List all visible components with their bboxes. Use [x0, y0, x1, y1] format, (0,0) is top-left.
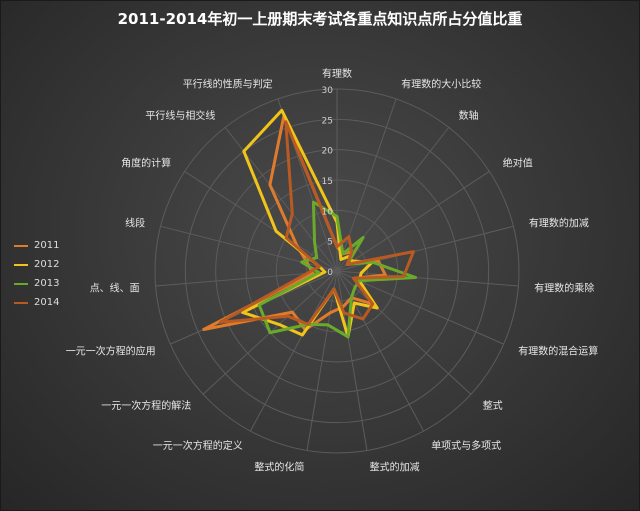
radar-series — [202, 108, 418, 339]
category-labels: 有理数有理数的大小比较数轴绝对值有理数的加减有理数的乘除有理数的混合运算整式单项… — [66, 67, 599, 473]
grid-spoke — [336, 127, 450, 272]
radial-tick-label: 5 — [327, 238, 333, 248]
category-label: 一元一次方程的解法 — [101, 399, 191, 412]
radial-tick-labels: 0 5 10 15 20 25 30 — [322, 86, 334, 278]
category-label: 线段 — [125, 216, 145, 229]
category-label: 角度的计算 — [121, 157, 171, 170]
grid-spoke — [249, 270, 338, 432]
category-label: 点、线、面 — [90, 281, 140, 294]
grid-spoke — [336, 270, 472, 395]
legend-item-2014: 2014 — [14, 293, 59, 312]
radial-tick-label: 25 — [322, 116, 333, 126]
radial-tick-label: 20 — [322, 147, 334, 157]
grid-spoke — [336, 270, 519, 287]
category-label: 单项式与多项式 — [431, 439, 501, 452]
grid-spoke — [336, 270, 368, 451]
category-label: 有理数的乘除 — [534, 281, 594, 294]
legend: 2011 2012 2013 2014 — [14, 236, 59, 312]
radial-tick-label: 30 — [322, 86, 334, 96]
series-line-2014 — [218, 120, 415, 326]
category-label: 整式的加减 — [370, 460, 420, 473]
legend-item-2011: 2011 — [14, 236, 59, 255]
radar-grid — [154, 88, 520, 454]
series-line-2012 — [241, 108, 379, 339]
category-label: 平行线与相交线 — [145, 109, 215, 122]
legend-label: 2012 — [34, 259, 60, 270]
category-label: 一元一次方程的定义 — [153, 439, 243, 452]
radial-tick-label: 10 — [322, 207, 334, 217]
category-label: 有理数的混合运算 — [518, 345, 598, 358]
category-label: 绝对值 — [503, 157, 533, 170]
grid-spoke — [224, 127, 338, 272]
radial-tick-label: 0 — [327, 268, 333, 278]
grid-spoke — [336, 270, 504, 345]
category-label: 有理数的加减 — [529, 216, 589, 229]
legend-label: 2014 — [34, 297, 60, 308]
category-label: 整式 — [483, 399, 503, 412]
radial-tick-label: 15 — [322, 177, 333, 187]
grid-spoke — [184, 171, 338, 272]
legend-swatch — [14, 263, 28, 266]
legend-item-2012: 2012 — [14, 255, 59, 274]
legend-item-2013: 2013 — [14, 274, 59, 293]
legend-swatch — [14, 244, 28, 247]
grid-spoke — [336, 171, 490, 272]
category-label: 有理数的大小比较 — [401, 78, 481, 91]
grid-spoke — [306, 270, 338, 451]
chart-title: 2011-2014年初一上册期末考试各重点知识点所占分值比重 — [117, 10, 523, 28]
category-label: 数轴 — [459, 109, 479, 122]
category-label: 整式的化简 — [254, 460, 304, 473]
category-label: 有理数 — [322, 67, 352, 80]
legend-label: 2013 — [34, 278, 60, 289]
category-label: 一元一次方程的应用 — [66, 345, 156, 358]
legend-swatch — [14, 301, 28, 304]
legend-label: 2011 — [34, 240, 60, 251]
grid-spoke — [336, 98, 397, 272]
legend-swatch — [14, 282, 28, 285]
category-label: 平行线的性质与判定 — [183, 78, 273, 91]
